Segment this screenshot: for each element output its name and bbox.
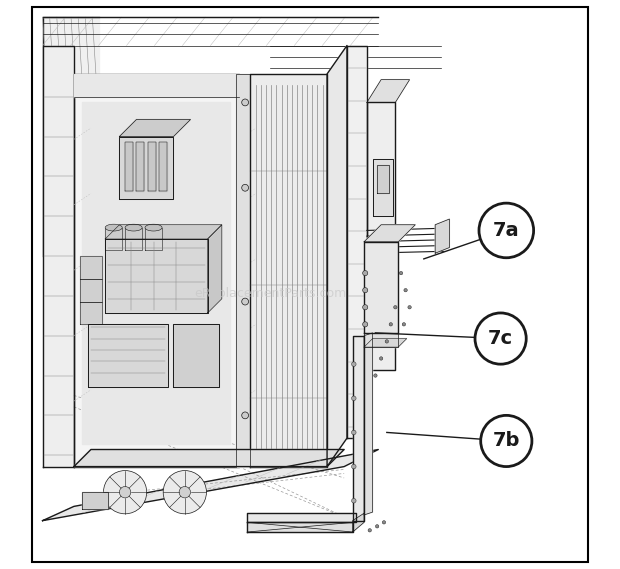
Circle shape xyxy=(385,340,389,343)
Polygon shape xyxy=(353,336,364,521)
Circle shape xyxy=(374,374,377,377)
Circle shape xyxy=(363,288,368,292)
Circle shape xyxy=(475,313,526,364)
Polygon shape xyxy=(79,302,102,324)
Polygon shape xyxy=(79,279,102,302)
Polygon shape xyxy=(367,80,410,102)
Ellipse shape xyxy=(105,224,122,231)
Polygon shape xyxy=(247,522,353,532)
Polygon shape xyxy=(364,225,415,242)
Polygon shape xyxy=(43,450,378,521)
Polygon shape xyxy=(88,324,168,387)
Circle shape xyxy=(376,525,379,528)
Polygon shape xyxy=(105,239,208,313)
Circle shape xyxy=(399,271,403,275)
Circle shape xyxy=(480,415,532,467)
Circle shape xyxy=(352,396,356,401)
Circle shape xyxy=(352,464,356,469)
Polygon shape xyxy=(435,219,449,253)
Polygon shape xyxy=(74,74,239,467)
Polygon shape xyxy=(159,142,167,191)
Text: 7a: 7a xyxy=(493,221,520,240)
Polygon shape xyxy=(79,256,102,279)
Circle shape xyxy=(363,271,368,276)
Polygon shape xyxy=(373,159,392,216)
Polygon shape xyxy=(74,450,344,467)
Polygon shape xyxy=(364,333,373,515)
Circle shape xyxy=(404,288,407,292)
Circle shape xyxy=(163,471,206,514)
Polygon shape xyxy=(125,228,142,250)
Polygon shape xyxy=(43,46,74,467)
Circle shape xyxy=(367,307,373,313)
Polygon shape xyxy=(82,492,108,509)
Circle shape xyxy=(242,412,249,419)
Circle shape xyxy=(363,322,368,327)
Circle shape xyxy=(352,430,356,435)
Ellipse shape xyxy=(125,224,142,231)
Polygon shape xyxy=(120,119,190,137)
Circle shape xyxy=(352,498,356,503)
Polygon shape xyxy=(367,102,396,370)
Text: eReplacementParts.com: eReplacementParts.com xyxy=(194,287,347,299)
Circle shape xyxy=(394,306,397,309)
Polygon shape xyxy=(43,17,99,256)
Polygon shape xyxy=(347,46,367,438)
Circle shape xyxy=(479,203,534,258)
Ellipse shape xyxy=(145,224,162,231)
Text: 7c: 7c xyxy=(488,329,513,348)
Polygon shape xyxy=(120,137,174,199)
Polygon shape xyxy=(105,225,222,239)
Polygon shape xyxy=(136,142,144,191)
Text: 7b: 7b xyxy=(493,431,520,451)
Circle shape xyxy=(104,471,147,514)
Polygon shape xyxy=(250,74,327,467)
Polygon shape xyxy=(364,242,398,333)
Circle shape xyxy=(389,323,392,326)
Polygon shape xyxy=(148,142,156,191)
Circle shape xyxy=(383,521,386,524)
Circle shape xyxy=(242,298,249,305)
Polygon shape xyxy=(353,513,364,532)
Polygon shape xyxy=(74,74,239,97)
Polygon shape xyxy=(145,228,162,250)
Circle shape xyxy=(402,323,405,326)
Circle shape xyxy=(367,333,373,339)
Circle shape xyxy=(368,529,371,532)
Circle shape xyxy=(379,357,383,360)
Circle shape xyxy=(352,362,356,366)
Circle shape xyxy=(408,306,411,309)
Polygon shape xyxy=(174,324,219,387)
Polygon shape xyxy=(376,165,389,193)
Polygon shape xyxy=(247,513,355,522)
Polygon shape xyxy=(327,46,347,467)
Polygon shape xyxy=(208,225,222,313)
Polygon shape xyxy=(82,102,231,444)
Circle shape xyxy=(367,282,373,287)
Circle shape xyxy=(242,99,249,106)
Polygon shape xyxy=(364,333,398,347)
Polygon shape xyxy=(105,228,122,250)
Circle shape xyxy=(179,486,190,498)
Polygon shape xyxy=(236,74,250,467)
Circle shape xyxy=(120,486,131,498)
Circle shape xyxy=(242,184,249,191)
Circle shape xyxy=(363,304,368,310)
Polygon shape xyxy=(125,142,133,191)
Polygon shape xyxy=(364,339,407,347)
